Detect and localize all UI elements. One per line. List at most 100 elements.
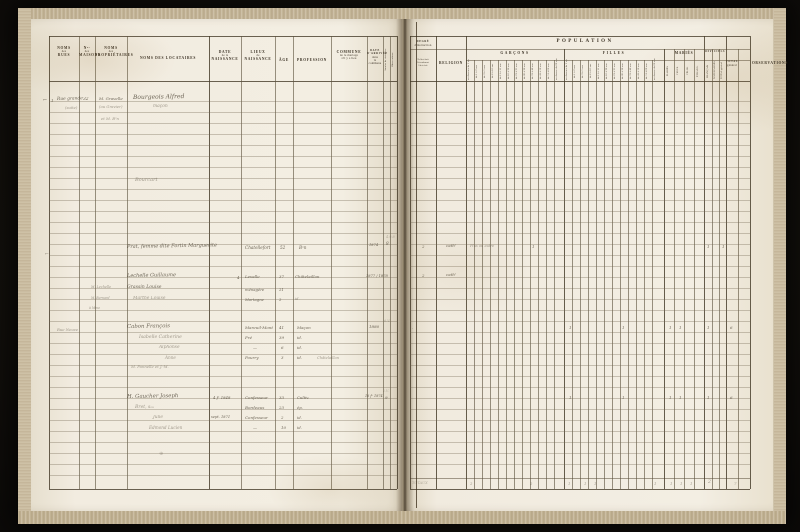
- cell-lieu-3: —: [253, 345, 257, 350]
- tally-note: Plus ou autre: [470, 244, 495, 248]
- left-frame-top: [49, 36, 397, 38]
- cell-age: 6: [281, 345, 284, 350]
- rule: [49, 409, 397, 410]
- tally-maries: 1: [669, 395, 672, 400]
- tally-instruction: 2: [422, 244, 425, 249]
- cell-locataire-3: Alphonse: [159, 345, 180, 350]
- degre-subitems: Ne lit ni écrit Lit seulement Lit et écr…: [417, 59, 429, 68]
- header-observations: OBSERVATIONS: [751, 61, 789, 65]
- tally-total: 6: [730, 395, 733, 400]
- age-col-sep: [580, 60, 581, 489]
- header-numero-maisons: Nᵒˢ des MAISONS: [79, 46, 101, 58]
- tally-tail: 1: [707, 395, 710, 400]
- rule: [410, 409, 750, 410]
- age-band-label: de 6 à 10 ans: [491, 63, 494, 79]
- tail-col-label: TOTAL général: [720, 61, 723, 79]
- totals-value: 1: [594, 481, 597, 486]
- entry-marker: ⌐: [45, 252, 49, 257]
- tail-col-label: MARIÉS: [666, 65, 669, 77]
- age-col-sep: [628, 60, 629, 489]
- tally-maries: 1: [679, 325, 682, 330]
- cell-locataire-3: Bourcart: [135, 177, 158, 183]
- cell-annotation: 2.V.: [383, 389, 389, 393]
- tail-col-label: VEUFS: [676, 66, 679, 76]
- cell-age: 10: [281, 425, 287, 430]
- tally-tail: 1: [707, 244, 710, 249]
- cell-lieu-3: Confesseur: [245, 415, 268, 420]
- header-profession: PROFESSION: [297, 58, 327, 62]
- rule: [410, 156, 750, 157]
- rule: [410, 376, 750, 377]
- header-garcons: GARÇONS: [500, 51, 530, 55]
- rule: [49, 343, 397, 344]
- header-lieux-naissance: LIEUX de naissance: [244, 50, 272, 62]
- cell-locataire-1: H. Gaucher Joseph: [126, 393, 179, 400]
- cell-locataire-1: Lechelle Guillaume: [126, 272, 176, 279]
- rule: [49, 310, 397, 311]
- cell-locataire-2: Marthe Louise: [133, 296, 166, 301]
- rule: [410, 321, 750, 322]
- cell-profession: Bᵒn: [299, 245, 307, 250]
- tally-religion: cathᵗ: [446, 272, 456, 277]
- cell-locataire-2: Isabelle Catherine: [139, 335, 182, 340]
- age-band-label: de 26 à 30 ans: [523, 63, 526, 79]
- age-band-label: au-dessus de 60 ans: [653, 58, 656, 80]
- age-col-sep: [506, 60, 507, 489]
- tail-col-label: CÉLIB.: [686, 66, 689, 76]
- book-gutter-line: [416, 22, 417, 508]
- rule: [410, 200, 750, 201]
- cell-lieu: Chatellefort: [245, 245, 271, 250]
- rule: [410, 464, 750, 465]
- cell-rue: Rue grande: [56, 96, 83, 102]
- left-frame-bottom: [49, 489, 397, 491]
- rule: [410, 431, 750, 432]
- cell-locataire-1: Prat, femme dite Fortin Marguerite: [126, 242, 218, 250]
- cell-age-2: 37: [279, 274, 285, 279]
- rule: [410, 354, 750, 355]
- right-page: DEGRÉ d'instruction Ne lit ni écrit Lit …: [404, 19, 787, 511]
- cell-annees: 8: [386, 241, 389, 246]
- cell-commune: Châtelaillon: [317, 356, 339, 360]
- tally-maries: 1: [669, 325, 672, 330]
- age-band-label: de 16 à 20 ans: [507, 63, 510, 79]
- col-sep-maisons: [95, 36, 96, 489]
- rule: [410, 332, 750, 333]
- book-edge-top: [18, 8, 786, 19]
- rule: [49, 101, 397, 102]
- cell-locataire-1: Cabon François: [126, 323, 171, 330]
- age-col-sep: [538, 60, 539, 489]
- rule: [49, 464, 397, 465]
- book-edge-right: [774, 8, 786, 524]
- tail-col-sep: [684, 49, 685, 489]
- header-degre-instruction: DEGRÉ d'instruction: [414, 40, 432, 47]
- totals-value: 1: [690, 481, 693, 486]
- rule: [410, 277, 750, 278]
- age-band-label: de 31 à 40 ans: [629, 63, 632, 79]
- cell-age: 23: [279, 405, 285, 410]
- age-band-label: au-dessous de 1 an: [467, 59, 470, 80]
- cell-proprietaire-3: et M. Bᵒn: [101, 116, 119, 121]
- col-sep-total: [726, 36, 728, 489]
- totals-label: TOTAUX: [412, 481, 428, 485]
- age-col-sep: [490, 60, 491, 489]
- rule: [410, 233, 750, 234]
- header-commune-mariage: COMMUNE de le mariage s'il y a lieu: [336, 50, 362, 61]
- age-col-sep: [482, 60, 483, 489]
- cell-annees: 9: [385, 395, 388, 400]
- rule: [49, 277, 397, 278]
- rule: [49, 475, 397, 476]
- cell-lieu-2: Châtelaillon: [295, 274, 320, 279]
- entry-marker: ⌐: [43, 97, 48, 103]
- col-sep-date-arrivee: [383, 36, 384, 489]
- col-sep-annees: [390, 36, 391, 489]
- age-col-sep: [620, 60, 621, 489]
- cell-profession: id.: [297, 425, 302, 430]
- cell-age: 3: [281, 355, 284, 360]
- cell-proprietaire-2: (ou Gravier): [99, 104, 123, 109]
- header-noms-proprietaires: NOMS des PROPRIÉTAIRES: [95, 46, 134, 58]
- col-sep-commune: [367, 36, 368, 489]
- cell-date-arrivee: 1880: [369, 324, 380, 329]
- entry-row-number: 1: [51, 98, 54, 103]
- cell-profession: id.: [297, 355, 303, 360]
- cell-lieu-1: ménagère: [245, 287, 265, 292]
